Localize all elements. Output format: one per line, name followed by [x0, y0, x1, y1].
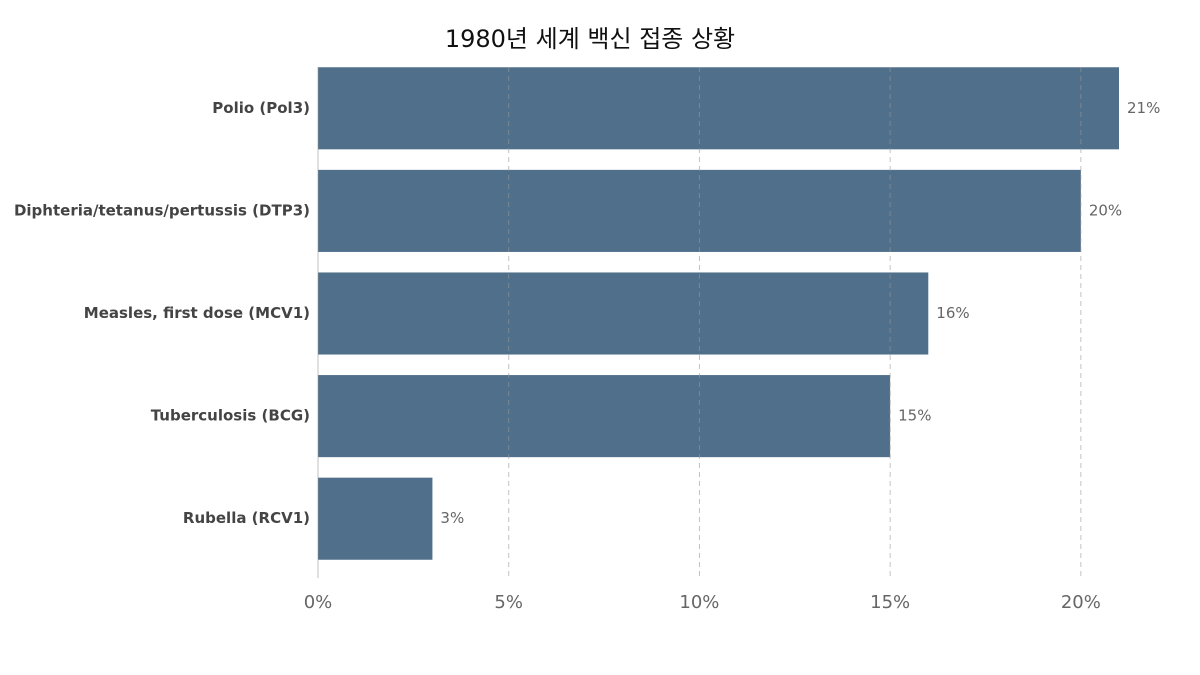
bar: [318, 375, 891, 458]
y-tick-label: Measles, first dose (MCV1): [84, 304, 310, 322]
value-label: 21%: [1127, 99, 1160, 117]
x-tick-label: 5%: [494, 592, 523, 613]
value-label: 3%: [440, 509, 464, 527]
value-label: 15%: [898, 407, 931, 425]
x-tick-label: 10%: [679, 592, 719, 613]
bar: [318, 477, 433, 560]
bar: [318, 272, 929, 355]
x-tick-label: 0%: [304, 592, 333, 613]
x-tick-label: 20%: [1061, 592, 1101, 613]
y-tick-label: Diphteria/tetanus/pertussis (DTP3): [14, 201, 310, 219]
y-tick-label: Rubella (RCV1): [183, 509, 310, 527]
y-tick-label: Tuberculosis (BCG): [151, 407, 310, 425]
value-label: 20%: [1089, 201, 1122, 219]
x-tick-label: 15%: [870, 592, 910, 613]
bar: [318, 67, 1119, 150]
value-label: 16%: [936, 304, 969, 322]
y-tick-label: Polio (Pol3): [212, 99, 310, 117]
chart-title: 1980년 세계 백신 접종 상황: [445, 25, 735, 53]
